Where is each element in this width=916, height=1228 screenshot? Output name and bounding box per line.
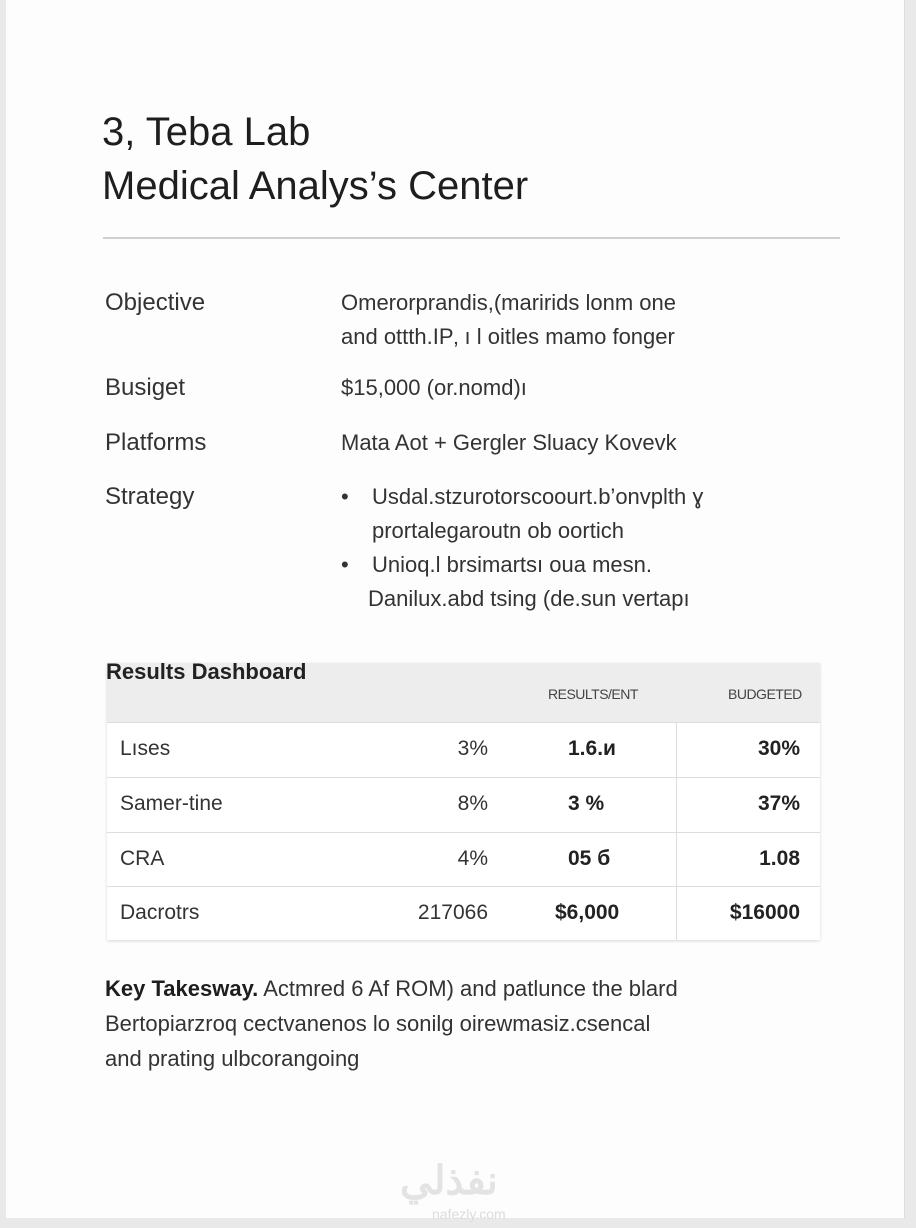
strategy-bullet-2-line-2: Danilux.abd tsing (de.sun vertapı [368,586,690,611]
objective-line-1: Omerorprandis,(maririds lonm one [341,290,676,315]
column-header-budgeted: BUDGETED [728,686,802,702]
bullet-icon: • [341,552,349,577]
title-line-2: Medical Analys’s Center [102,164,529,208]
takeaway-line-3: and prating ulbcorangoing [105,1046,360,1071]
strategy-bullet-1-line-1: Usdal.stzurotorscoourt.b’onvplth ɣ [372,484,704,509]
cell-value: 8% [457,792,488,815]
cell-metric: Lıses [120,737,171,760]
cell-value: 3% [457,737,488,760]
title-line-1: 3, Teba Lab [102,110,311,154]
table-row: Dacrotrs 217066 $6,000 $16000 [107,886,820,941]
cell-budgeted: 1.08 [759,847,800,870]
platforms-label: Platforms [105,429,207,456]
column-divider [676,722,677,940]
cell-budgeted: 37% [757,792,800,815]
table-row: Lıses 3% 1.6.и 30% [107,722,820,777]
divider [103,237,840,239]
objective-line-2: and ottth.IP‚ ı l oitles mamo fonger [341,324,675,349]
budget-value: $15,000 (or.nomd)ı [341,375,527,400]
results-table [107,663,820,940]
bullet-icon: • [341,484,349,509]
cell-metric: Samer-tine [120,792,223,815]
document-page [6,0,905,1218]
table-header [107,663,820,722]
strategy-bullet-1-line-2: prortalegaroutn ob oortich [372,518,624,543]
watermark-logo: نفذلي [400,1159,498,1203]
cell-budgeted: $16000 [729,901,800,924]
objective-label: Objective [105,289,206,316]
results-title: Results Dashboard [106,659,307,684]
takeaway-line-1: Key Takesway. Actmred 6 Af ROM) and patl… [105,976,678,1002]
takeaway-text-1: Actmred 6 Af ROM) and patlunce the blard [263,976,678,1001]
platforms-value: Mata Aot + Gergler Sluacy Kovevk [341,430,677,455]
strategy-bullet-2-line-1: Unioq.l brsimartsı oua mesn. [372,552,652,577]
cell-result: 05 б [568,847,611,870]
takeaway-line-2: Bertopiarzroq cectvanenos lo sonilg oire… [105,1011,651,1036]
table-row: CRA 4% 05 б 1.08 [107,832,820,887]
watermark-url: nafezly.com [432,1206,506,1222]
budget-label: Busiget [105,374,186,401]
cell-value: 4% [457,847,488,870]
table-row: Samer-tine 8% 3 % 37% [107,777,820,832]
cell-metric: Dacrotrs [120,901,200,924]
cell-metric: CRA [120,847,165,870]
cell-result: $6,000 [555,901,620,924]
column-header-results: RESULTS/ENT [548,686,638,702]
cell-result: 3 % [568,792,605,815]
strategy-label: Strategy [105,483,195,510]
cell-result: 1.6.и [568,737,616,760]
cell-value: 217066 [417,901,488,924]
takeaway-label: Key Takesway. [105,976,259,1001]
cell-budgeted: 30% [757,737,800,760]
